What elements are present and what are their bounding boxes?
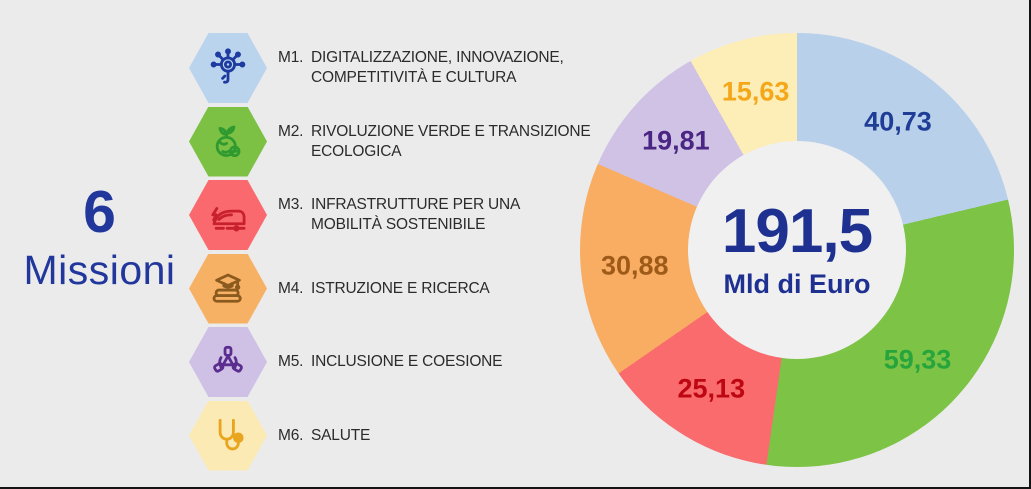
mission-row-m6: M6. SALUTE <box>189 400 590 471</box>
mission-title: SALUTE <box>311 426 371 444</box>
mission-text-m5: M5. INCLUSIONE E COESIONE <box>278 352 503 372</box>
joined-hands-icon <box>213 345 243 373</box>
mission-text-m1: M1. DIGITALIZZAZIONE, INNOVAZIONE, COMPE… <box>278 48 564 88</box>
mission-row-m5: M5. INCLUSIONE E COESIONE <box>189 327 590 397</box>
donut-segment-label-m3: 25,13 <box>677 373 746 404</box>
mission-text-m2: M2. RIVOLUZIONE VERDE E TRANSIZIONE ECOL… <box>278 122 591 162</box>
mission-hexagon-m4 <box>189 253 267 324</box>
mission-title: ISTRUZIONE E RICERCA <box>311 279 490 297</box>
mission-id: M3. <box>278 196 304 213</box>
mission-title: INCLUSIONE E COESIONE <box>311 353 503 370</box>
mission-id: M5. <box>278 353 304 370</box>
donut-segment-label-m2: 59,33 <box>883 344 952 375</box>
mission-hexagon-m5 <box>189 327 267 397</box>
donut-segment-label-m4: 30,88 <box>600 250 669 281</box>
digital-touch-icon <box>210 48 246 84</box>
graduation-books-icon <box>212 273 242 303</box>
mission-hexagon-m6 <box>189 400 267 471</box>
mission-text-m3: M3. INFRASTRUTTURE PER UNA MOBILITÀ SOST… <box>278 195 520 235</box>
donut-hole: 191,5 Mld di Euro <box>688 141 906 359</box>
donut-segment-label-m5: 19,81 <box>642 125 710 156</box>
missions-count-label: Missioni <box>23 247 176 293</box>
mission-title: INFRASTRUTTURE PER UNA MOBILITÀ SOSTENIB… <box>311 196 521 233</box>
mission-hexagon-m3 <box>189 180 267 250</box>
mission-hexagon-m1 <box>189 33 267 103</box>
stethoscope-icon <box>218 418 244 450</box>
donut-segment-label-m6: 15,63 <box>721 76 790 107</box>
mission-id: M1. <box>278 49 304 66</box>
missions-list: M1. DIGITALIZZAZIONE, INNOVAZIONE, COMPE… <box>189 33 591 474</box>
missions-count-block: 6 Missioni <box>12 183 187 291</box>
mission-id: M6. <box>278 426 304 444</box>
missions-count: 6 <box>83 179 116 245</box>
mission-row-m1: M1. DIGITALIZZAZIONE, INNOVAZIONE, COMPE… <box>189 33 590 103</box>
mission-id: M4. <box>278 279 304 297</box>
mission-title: DIGITALIZZAZIONE, INNOVAZIONE, COMPETITI… <box>311 49 564 86</box>
mission-text-m6: M6. SALUTE <box>278 426 370 446</box>
mission-row-m2: M2. RIVOLUZIONE VERDE E TRANSIZIONE ECOL… <box>189 106 591 177</box>
train-icon <box>211 207 246 232</box>
donut-total-unit: Mld di Euro <box>723 268 871 299</box>
donut-total-value: 191,5 <box>721 196 873 266</box>
mission-row-m4: M4. ISTRUZIONE E RICERCA <box>189 253 590 324</box>
mission-hexagon-m2 <box>189 106 267 177</box>
mission-text-m4: M4. ISTRUZIONE E RICERCA <box>278 279 490 299</box>
donut-segment-label-m1: 40,73 <box>864 106 932 137</box>
donut-chart: 40,73 59,33 25,13 30,88 19,81 15,63 191,5 Mld… <box>580 33 1014 467</box>
globe-sprout-icon <box>215 125 241 157</box>
mission-title: RIVOLUZIONE VERDE E TRANSIZIONE ECOLOGIC… <box>311 122 591 160</box>
mission-id: M2. <box>278 122 304 140</box>
mission-row-m3: M3. INFRASTRUTTURE PER UNA MOBILITÀ SOST… <box>189 180 590 250</box>
